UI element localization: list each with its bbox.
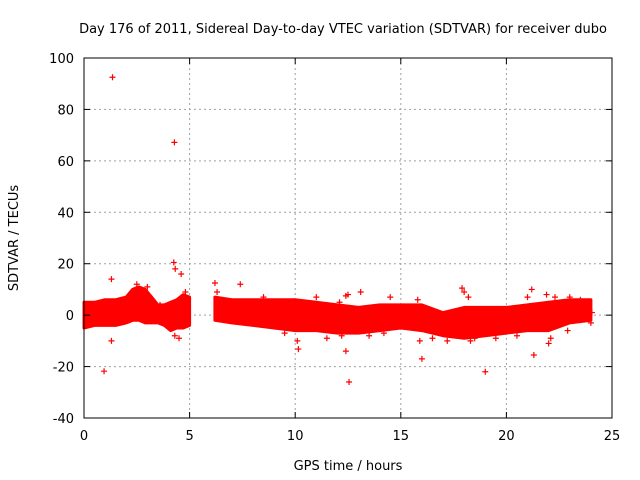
y-tick-labels: -40 -20 0 20 40 60 80 100	[49, 52, 74, 427]
y-tick-label: -40	[53, 412, 74, 427]
data-point	[109, 74, 116, 81]
data-point	[346, 379, 353, 385]
data-point	[545, 340, 552, 347]
y-axis-label: SDTVAR / TECUs	[7, 185, 22, 292]
data-point	[170, 259, 177, 266]
data-point	[237, 281, 244, 288]
data-point	[482, 368, 489, 375]
data-point	[588, 309, 595, 316]
y-tick-label: 0	[66, 309, 74, 324]
data-point	[513, 332, 520, 339]
data-points	[83, 74, 595, 385]
data-point	[577, 296, 584, 303]
data-point	[211, 280, 218, 286]
y-tick-label: 100	[49, 52, 74, 67]
data-point	[295, 346, 302, 353]
data-point	[530, 352, 537, 358]
data-point	[543, 291, 550, 298]
data-point	[547, 335, 554, 342]
data-point	[338, 332, 345, 339]
data-point	[214, 289, 221, 295]
x-tick-label: 5	[185, 429, 193, 444]
data-point	[323, 335, 330, 342]
x-tick-label: 10	[287, 429, 304, 444]
data-point	[551, 294, 558, 301]
data-point	[260, 294, 267, 301]
data-point	[459, 285, 466, 292]
data-point	[342, 348, 349, 355]
data-point	[313, 294, 320, 301]
data-point	[357, 289, 364, 295]
y-tick-label: 20	[57, 258, 74, 273]
data-point	[524, 294, 531, 301]
data-point	[416, 337, 423, 344]
data-point	[566, 294, 573, 301]
data-point	[366, 332, 373, 339]
data-bands	[82, 285, 593, 340]
data-point	[182, 289, 189, 295]
data-point	[471, 335, 478, 342]
data-band-segment-2	[213, 295, 593, 340]
tick-marks	[83, 57, 613, 419]
data-point	[465, 294, 472, 301]
data-point	[587, 319, 594, 326]
data-point	[171, 332, 178, 339]
data-point	[144, 283, 151, 290]
data-point	[564, 327, 571, 334]
data-point	[87, 301, 94, 308]
data-point	[101, 368, 108, 375]
data-point	[528, 286, 535, 293]
y-tick-label: 40	[57, 206, 74, 221]
data-point	[414, 296, 421, 303]
y-tick-label: -20	[53, 361, 74, 376]
data-point	[133, 281, 140, 288]
data-point	[461, 289, 468, 295]
data-point	[157, 301, 164, 308]
data-point	[172, 265, 179, 272]
y-tick-label: 60	[57, 155, 74, 170]
data-point	[294, 337, 301, 344]
y-tick-label: 80	[57, 103, 74, 118]
x-axis-label: GPS time / hours	[294, 459, 403, 474]
x-tick-label: 15	[393, 429, 410, 444]
data-point	[380, 330, 387, 337]
data-point	[178, 271, 185, 277]
data-point	[108, 337, 115, 344]
data-point	[171, 139, 178, 146]
data-point	[281, 330, 288, 337]
x-tick-label: 20	[498, 429, 515, 444]
data-point	[467, 337, 474, 344]
data-point	[444, 337, 451, 344]
data-point	[492, 335, 499, 342]
data-point	[345, 291, 351, 298]
grid	[84, 58, 612, 418]
data-point	[387, 294, 394, 301]
x-tick-label: 0	[80, 429, 88, 444]
data-point	[336, 299, 343, 306]
data-point	[108, 276, 115, 283]
x-tick-labels: 0 5 10 15 20 25	[80, 429, 620, 444]
data-point	[176, 335, 183, 342]
data-point	[418, 355, 425, 362]
plot-frame	[83, 57, 613, 419]
data-band-segment-1	[82, 285, 192, 333]
data-point	[429, 335, 436, 342]
chart-title: Day 176 of 2011, Sidereal Day-to-day VTE…	[79, 22, 607, 37]
x-tick-label: 25	[604, 429, 621, 444]
